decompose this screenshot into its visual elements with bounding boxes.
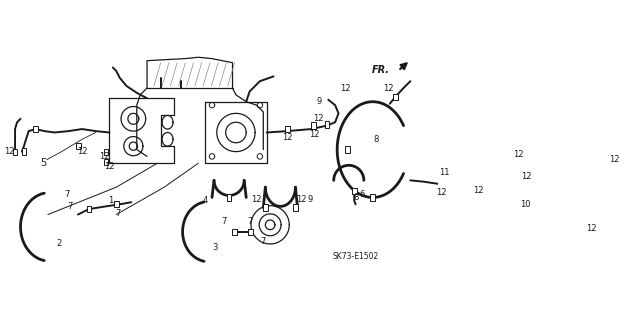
Bar bbox=[248, 229, 253, 235]
Bar bbox=[476, 178, 481, 185]
Bar bbox=[86, 206, 92, 212]
Text: 12: 12 bbox=[314, 114, 324, 123]
Bar bbox=[285, 126, 290, 132]
Bar bbox=[104, 159, 108, 165]
Text: 6: 6 bbox=[360, 189, 365, 198]
Bar bbox=[263, 204, 268, 211]
Text: 4: 4 bbox=[202, 197, 208, 205]
Text: 12: 12 bbox=[586, 224, 597, 233]
Bar bbox=[516, 177, 521, 184]
Text: 10: 10 bbox=[520, 200, 531, 209]
Bar bbox=[345, 146, 350, 153]
Bar bbox=[606, 167, 611, 174]
Bar bbox=[603, 119, 607, 126]
Text: 7: 7 bbox=[68, 202, 73, 211]
Bar bbox=[33, 126, 38, 132]
Bar bbox=[393, 93, 397, 100]
Text: 7: 7 bbox=[260, 237, 266, 246]
Text: 12: 12 bbox=[474, 186, 484, 195]
Bar bbox=[227, 194, 232, 201]
Text: 12: 12 bbox=[383, 84, 394, 93]
Bar bbox=[76, 143, 81, 149]
Text: 5: 5 bbox=[40, 158, 46, 168]
Text: 12: 12 bbox=[296, 195, 306, 204]
Text: 12: 12 bbox=[252, 195, 262, 204]
Text: 12: 12 bbox=[513, 150, 524, 159]
Bar bbox=[438, 180, 444, 187]
Bar bbox=[603, 143, 607, 150]
Text: 1: 1 bbox=[108, 197, 113, 205]
Text: 8: 8 bbox=[374, 135, 379, 144]
Text: 12: 12 bbox=[4, 147, 15, 156]
Bar bbox=[311, 122, 316, 129]
Bar bbox=[114, 201, 118, 207]
Text: SK73-E1502: SK73-E1502 bbox=[333, 252, 379, 262]
Text: FR.: FR. bbox=[372, 64, 390, 75]
Text: 3: 3 bbox=[212, 243, 218, 252]
Text: 7: 7 bbox=[221, 217, 227, 226]
Text: 12: 12 bbox=[309, 130, 320, 139]
Text: 12: 12 bbox=[340, 84, 351, 93]
Text: 2: 2 bbox=[57, 239, 62, 248]
Text: 12: 12 bbox=[99, 152, 109, 161]
Text: 7: 7 bbox=[247, 217, 252, 226]
Text: 12: 12 bbox=[104, 162, 115, 171]
Bar bbox=[293, 204, 298, 211]
Bar bbox=[324, 121, 330, 128]
Text: 9: 9 bbox=[307, 195, 312, 204]
Text: 12: 12 bbox=[609, 155, 620, 164]
Bar bbox=[370, 194, 376, 201]
Text: 12: 12 bbox=[436, 188, 446, 197]
Text: 12: 12 bbox=[282, 133, 292, 143]
Bar bbox=[13, 149, 17, 155]
Text: 7: 7 bbox=[65, 189, 70, 198]
Text: 12: 12 bbox=[77, 147, 87, 156]
Bar bbox=[352, 188, 356, 194]
Bar bbox=[507, 156, 512, 163]
Bar bbox=[582, 221, 587, 228]
Text: 9: 9 bbox=[317, 97, 322, 106]
Bar bbox=[104, 149, 108, 155]
Text: 7: 7 bbox=[115, 209, 120, 218]
Text: 8: 8 bbox=[353, 193, 358, 202]
Text: 12: 12 bbox=[522, 173, 532, 182]
Text: 11: 11 bbox=[439, 168, 450, 177]
Bar bbox=[232, 229, 237, 235]
Bar bbox=[22, 148, 26, 155]
